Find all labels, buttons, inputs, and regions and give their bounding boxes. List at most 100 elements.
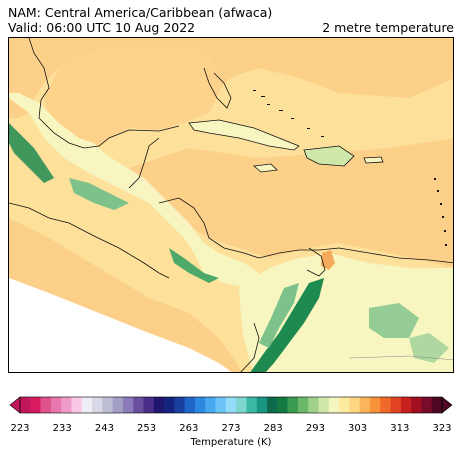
island	[437, 190, 439, 192]
colorbar-segment	[40, 397, 52, 413]
colorbar-segment	[411, 397, 422, 413]
maracaibo-coastline	[306, 247, 326, 277]
florida-coastline	[203, 67, 232, 109]
lesser-antilles	[434, 178, 447, 246]
south-america-land	[239, 253, 453, 372]
colorbar-segment	[71, 397, 83, 413]
colorbar-segment	[81, 397, 93, 413]
colorbar-tick-label: 273	[221, 423, 241, 434]
colorbar-segment	[256, 397, 268, 413]
colorbar-label: Temperature (K)	[190, 437, 272, 448]
colorbar-segment	[194, 397, 206, 413]
island	[253, 90, 256, 91]
coastlines	[9, 38, 453, 372]
colorbar-tick-label: 253	[137, 423, 157, 434]
colorbar-segment	[174, 397, 185, 413]
hot-spot	[321, 250, 335, 270]
island	[267, 104, 270, 105]
colorbar-tick-label: 303	[348, 423, 368, 434]
colorbar-segment	[153, 397, 165, 413]
colorbar-segment	[431, 397, 443, 413]
mexico-highlands	[9, 123, 54, 183]
colorbar-segment	[122, 397, 134, 413]
island	[291, 118, 294, 119]
colorbar-segment	[297, 397, 309, 413]
colorbar	[8, 395, 454, 415]
island	[321, 136, 324, 137]
island	[442, 216, 444, 218]
colorbar-tick-label: 293	[305, 423, 325, 434]
island	[434, 178, 436, 180]
colorbar-tick-label: 243	[94, 423, 114, 434]
colorbar-segment	[421, 397, 432, 413]
colorbar-segment	[308, 397, 319, 413]
caribbean-sea	[129, 138, 453, 268]
puerto-rico-island	[363, 156, 384, 164]
colorbar-segment	[359, 397, 371, 413]
bahamas-islands	[253, 90, 324, 137]
pacific-coastline	[9, 202, 170, 279]
colorbar-segment	[390, 397, 402, 413]
colorbar-tick-label: 263	[179, 423, 199, 434]
colorbar-segment	[184, 397, 196, 413]
andes-mountains	[250, 278, 324, 372]
title-valid-time: Valid: 06:00 UTC 10 Aug 2022	[8, 20, 196, 35]
colorbar-segment	[205, 397, 216, 413]
colorbar-tick-label: 233	[52, 423, 72, 434]
colorbar-segment	[225, 397, 237, 413]
colorbar-tick-label: 283	[263, 423, 283, 434]
colorbar-tick-label: 313	[390, 423, 410, 434]
map-title: NAM: Central America/Caribbean (afwaca) …	[8, 5, 272, 35]
colorbar-extend-low	[9, 396, 21, 414]
island	[261, 96, 265, 97]
colorbar-segment	[61, 397, 72, 413]
colorbar-segment	[30, 397, 41, 413]
variable-name: 2 metre temperature	[322, 20, 454, 35]
colorbar-segment	[112, 397, 124, 413]
colorbar-segment	[102, 397, 113, 413]
guatemala-highlands	[69, 178, 129, 210]
colorbar-segment	[277, 397, 288, 413]
colorbar-segment	[287, 397, 299, 413]
title-product: NAM: Central America/Caribbean (afwaca)	[8, 5, 273, 20]
colorbar-segment	[215, 397, 227, 413]
colorbar-segment	[400, 397, 412, 413]
colorbar-segment	[328, 397, 340, 413]
temperature-map	[9, 38, 453, 372]
colorbar-segment	[267, 397, 278, 413]
map-panel	[8, 37, 454, 373]
colorbar-segment	[92, 397, 103, 413]
border-line	[348, 355, 453, 361]
colorbar-segment	[339, 397, 350, 413]
colorbar-graphic	[9, 396, 453, 414]
north-america-land	[9, 38, 453, 118]
colorbar-segment	[164, 397, 175, 413]
colorbar-segment	[349, 397, 360, 413]
island	[279, 110, 283, 111]
island	[444, 230, 446, 232]
caribbean-coastline	[158, 197, 453, 264]
colorbar-segment	[318, 397, 330, 413]
colorbar-segment	[236, 397, 247, 413]
costa-rica-highlands	[169, 248, 219, 283]
colorbar-extend-high	[441, 396, 453, 414]
colorbar-segment	[133, 397, 144, 413]
central-america-isthmus	[9, 93, 259, 288]
colombia-pacific-coastline	[240, 322, 260, 372]
yucatan-coastline	[128, 137, 160, 189]
colorbar-tick-label: 223	[10, 423, 30, 434]
colorbar-tick-label: 323	[432, 423, 452, 434]
hispaniola-island	[303, 145, 355, 167]
jamaica-island	[253, 163, 278, 173]
colorbar-segment	[50, 397, 62, 413]
cuba-island	[188, 119, 300, 151]
gulf-coastline	[28, 38, 180, 149]
island	[440, 203, 442, 205]
colorbar-segment	[380, 397, 391, 413]
andes-foothills	[259, 283, 299, 348]
colorbar-segment	[143, 397, 155, 413]
guiana-highlands	[369, 303, 419, 338]
gulf-of-mexico	[44, 46, 224, 148]
colorbar-segment	[246, 397, 258, 413]
no-data-region	[9, 278, 232, 372]
